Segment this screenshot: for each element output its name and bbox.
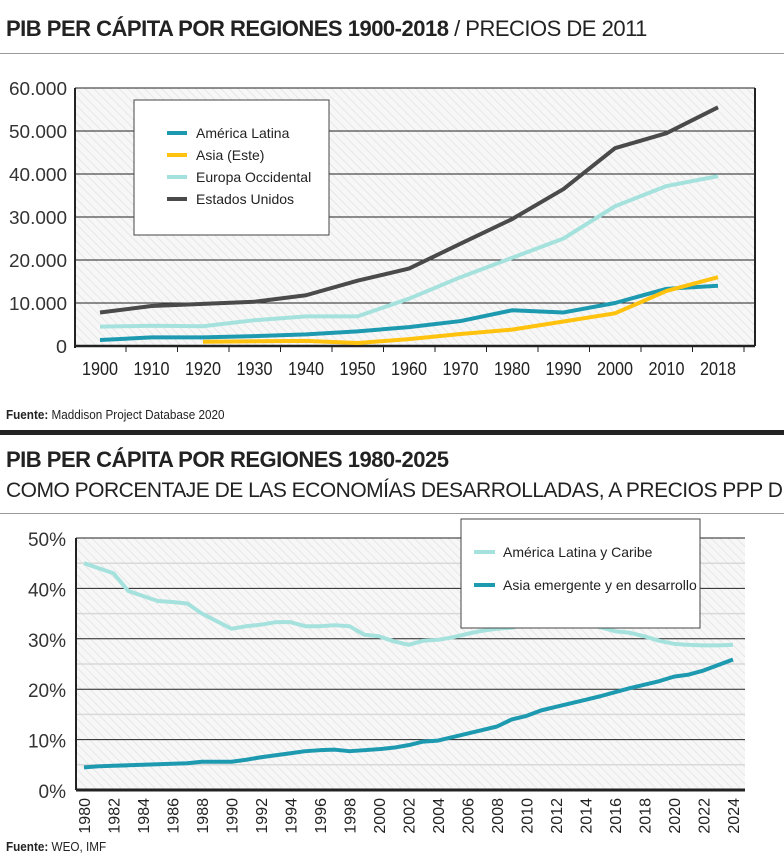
section-divider: [0, 430, 784, 435]
series-line-asia-emergente-y-en-desarrollo: [83, 657, 734, 770]
x-tick-label: 2010: [520, 798, 537, 834]
chart2-source: Fuente: WEO, IMF: [6, 839, 106, 854]
chart2-title: PIB PER CÁPITA POR REGIONES 1980-2025: [6, 447, 449, 473]
y-tick-label: 60.000: [9, 79, 67, 99]
legend-label: América Latina: [196, 125, 290, 141]
x-tick-label: 1950: [340, 359, 376, 379]
y-tick-label: 50.000: [9, 122, 67, 142]
legend-label: Asia (Este): [196, 147, 264, 163]
x-tick-label: 1998: [343, 798, 360, 834]
legend-label: Asia emergente y en desarrollo: [503, 577, 697, 593]
series-line-asia-este-: [202, 275, 719, 345]
y-tick-label: 0: [56, 337, 67, 357]
y-tick-label: 0%: [39, 782, 67, 803]
y-tick-label: 20.000: [9, 251, 67, 271]
x-tick-label: 1992: [254, 798, 271, 834]
divider: [0, 53, 784, 54]
x-tick-label: 1980: [494, 359, 530, 379]
legend-label: Estados Unidos: [196, 191, 294, 207]
x-tick-label: 1990: [546, 359, 582, 379]
series-line-am-rica-latina-y-caribe: [83, 561, 734, 648]
x-tick-label: 1910: [134, 359, 170, 379]
x-tick-label: 1930: [237, 359, 273, 379]
x-tick-label: 1996: [313, 798, 330, 834]
series-line-am-rica-latina: [99, 283, 719, 342]
chart1-svg: 0 10.000 20.000 30.000 40.000 50.000 60.000 190…: [9, 79, 756, 379]
x-tick-label: 1920: [185, 359, 221, 379]
x-tick-label: 2006: [461, 798, 478, 834]
y-tick-label: 10.000: [9, 294, 67, 314]
x-tick-label: 2014: [579, 798, 596, 834]
source-text: Maddison Project Database 2020: [51, 407, 225, 422]
x-tick-label: 2024: [726, 798, 743, 834]
chart2-subtitle: COMO PORCENTAJE DE LAS ECONOMÍAS DESARRO…: [6, 479, 784, 502]
x-tick-label: 2018: [700, 359, 736, 379]
chart1-subtitle: / PRECIOS DE 2011: [454, 16, 647, 41]
x-tick-label: 2010: [649, 359, 685, 379]
y-tick-label: 50%: [28, 530, 66, 551]
chart2-title-text: PIB PER CÁPITA POR REGIONES 1980-2025: [6, 447, 449, 472]
x-tick-label: 2002: [402, 798, 419, 834]
x-tick-label: 2018: [638, 798, 655, 834]
legend-box: [133, 99, 330, 236]
chart2-svg: 0% 10% 20% 30% 40% 50% 1980 1982 1984 1986 1988 199…: [28, 518, 745, 834]
legend-label: Europa Occidental: [196, 169, 311, 185]
x-tick-label: 2020: [667, 798, 684, 834]
x-tick-label: 1984: [136, 798, 153, 834]
legend-label: América Latina y Caribe: [503, 544, 653, 560]
x-tick-label: 1970: [443, 359, 479, 379]
series-line-estados-unidos: [99, 105, 719, 315]
x-tick-label: 2008: [490, 798, 507, 834]
y-tick-label: 30%: [28, 631, 66, 652]
x-tick-label: 2000: [597, 359, 633, 379]
x-tick-label: 2022: [697, 798, 714, 834]
chart1-source: Fuente: Maddison Project Database 2020: [6, 407, 225, 422]
chart1-title: PIB PER CÁPITA POR REGIONES 1900-2018: [6, 16, 449, 41]
source-text: WEO, IMF: [51, 839, 107, 854]
x-tick-label: 1960: [391, 359, 427, 379]
y-tick-label: 20%: [28, 681, 66, 702]
x-tick-label: 1900: [82, 359, 118, 379]
source-label: Fuente:: [6, 839, 49, 854]
x-tick-label: 1988: [195, 798, 212, 834]
x-tick-label: 1982: [107, 798, 124, 834]
x-tick-label: 1986: [166, 798, 183, 834]
y-tick-label: 10%: [28, 732, 66, 753]
x-tick-label: 2012: [549, 798, 566, 834]
chart1-title-block: PIB PER CÁPITA POR REGIONES 1900-2018 / …: [6, 16, 647, 42]
x-tick-label: 2004: [431, 798, 448, 834]
x-tick-label: 2000: [372, 798, 389, 834]
y-tick-label: 40%: [28, 580, 66, 601]
x-tick-label: 1994: [284, 798, 301, 834]
x-tick-label: 1990: [225, 798, 242, 834]
y-tick-label: 30.000: [9, 208, 67, 228]
y-tick-label: 40.000: [9, 165, 67, 185]
x-tick-label: 1980: [77, 798, 94, 834]
x-tick-label: 1940: [288, 359, 324, 379]
legend-box: [460, 518, 701, 629]
x-tick-label: 2016: [608, 798, 625, 834]
series-line-europa-occidental: [99, 174, 719, 329]
divider: [0, 513, 784, 514]
source-label: Fuente:: [6, 407, 49, 422]
